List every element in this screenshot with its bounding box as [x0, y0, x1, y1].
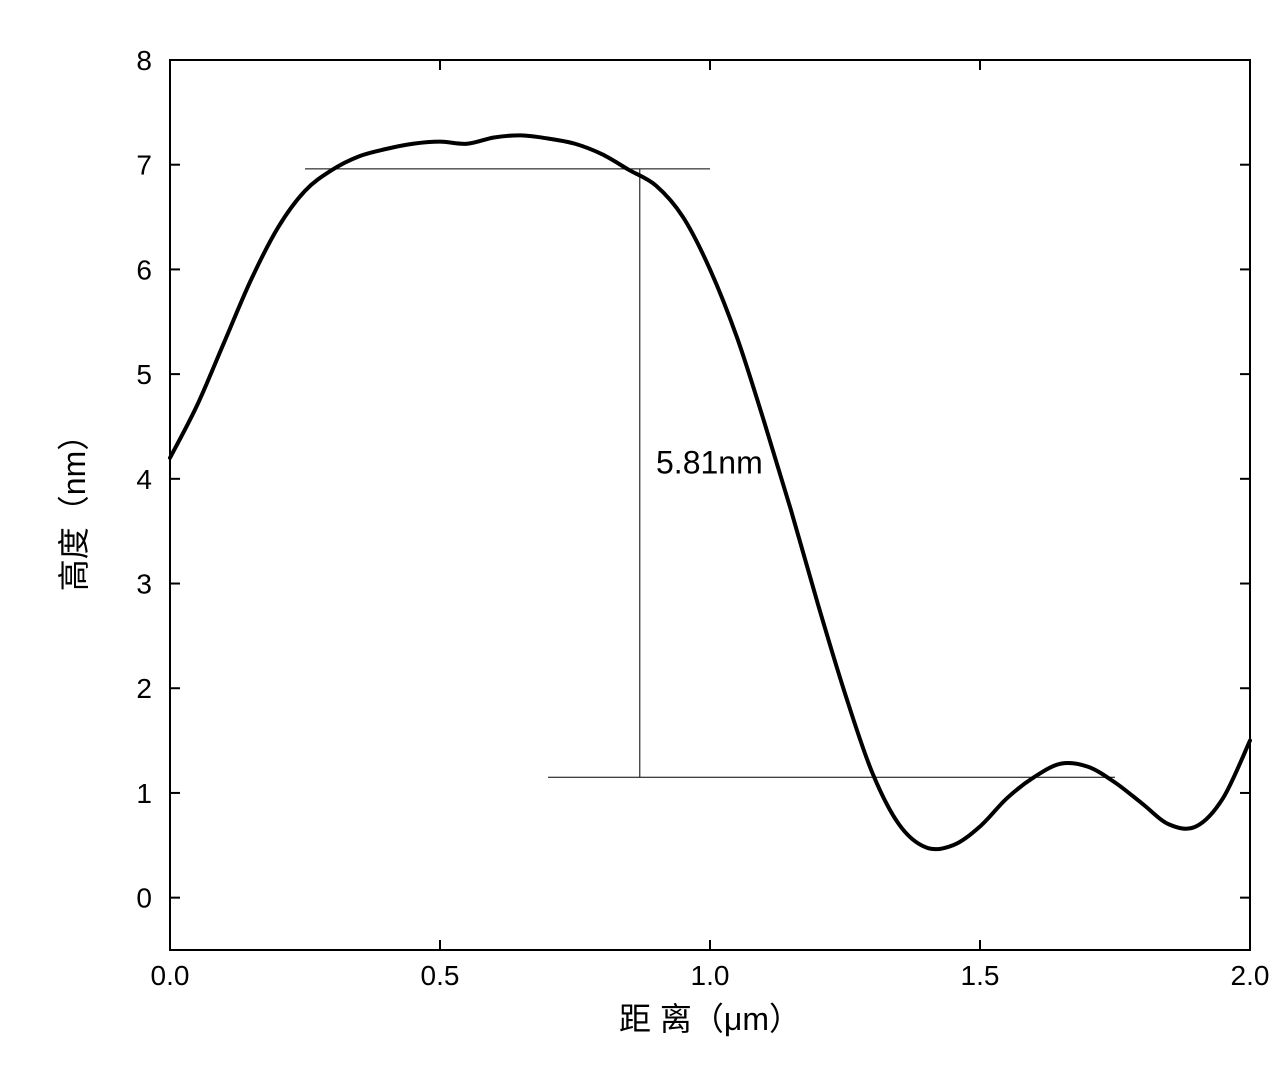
y-tick-label: 5	[136, 359, 152, 390]
y-tick-label: 4	[136, 464, 152, 495]
y-tick-label: 7	[136, 150, 152, 181]
y-tick-label: 6	[136, 254, 152, 285]
annotation-label: 5.81nm	[656, 445, 763, 481]
y-tick-label: 1	[136, 778, 152, 809]
x-tick-label: 0.5	[421, 960, 460, 991]
x-axis-label: 距 离（μm）	[619, 1001, 801, 1037]
y-tick-label: 8	[136, 45, 152, 76]
x-tick-label: 1.5	[961, 960, 1000, 991]
line-chart: 0.0 0.5 1.0 1.5 2.0 0 1 2 3 4 5 6 7 8 距 离（μm） 高度（nm） 5.8…	[20, 20, 1285, 1085]
x-tick-label: 1.0	[691, 960, 730, 991]
x-tick-label: 2.0	[1231, 960, 1270, 991]
y-tick-label: 2	[136, 673, 152, 704]
chart-container: 0.00.51.01.52.0012345678距 离（μm）高度（nm）5.8…	[20, 20, 1265, 1045]
y-axis-label: 高度（nm）	[56, 419, 92, 591]
y-tick-label: 3	[136, 569, 152, 600]
x-tick-label: 0.0	[151, 960, 190, 991]
y-tick-label: 0	[136, 883, 152, 914]
